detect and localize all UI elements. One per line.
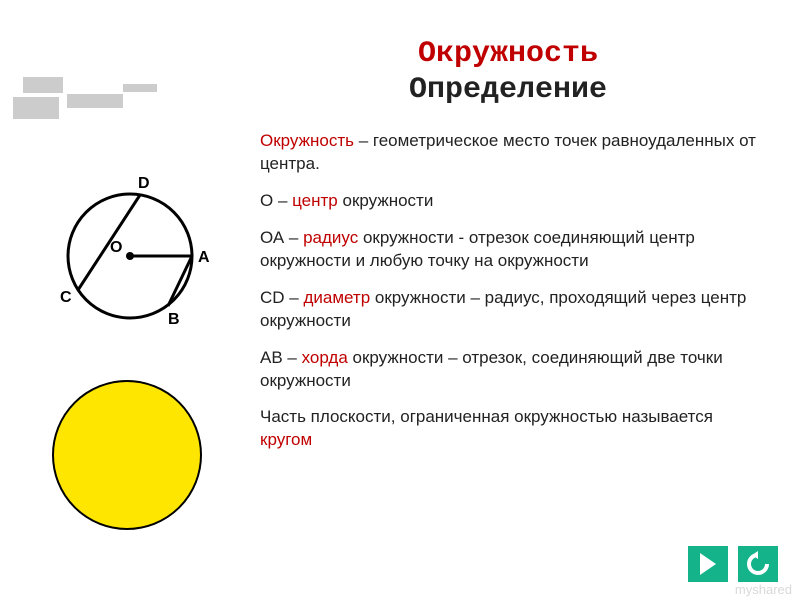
filled-circle [52, 380, 202, 530]
hi-term: диаметр [303, 288, 370, 307]
para-radius: ОА – радиус окружности - отрезок соединя… [260, 227, 760, 273]
title-line-2: Определение [278, 72, 738, 108]
segment-AB [168, 256, 192, 306]
label-A: A [198, 249, 210, 266]
center-dot [126, 252, 134, 260]
hi-term: центр [292, 191, 338, 210]
nav-buttons [688, 546, 778, 582]
para-pre: ОА – [260, 228, 303, 247]
para-definition: Окружность – геометрическое место точек … [260, 130, 760, 176]
label-O: O [110, 239, 122, 256]
circle-diagram: O A B C D [40, 162, 220, 332]
para-chord: АВ – хорда окружности – отрезок, соединя… [260, 347, 760, 393]
para-center: О – центр окружности [260, 190, 760, 213]
label-B: B [168, 311, 180, 328]
definition-text: Окружность – геометрическое место точек … [260, 130, 760, 466]
decor-box [23, 77, 63, 93]
para-pre: О – [260, 191, 292, 210]
decor-box [67, 94, 123, 108]
page-title: Окружность Определение [278, 36, 738, 108]
para-disk: Часть плоскости, ограниченная окружность… [260, 406, 760, 452]
reload-icon [745, 551, 771, 577]
title-line-1: Окружность [278, 36, 738, 72]
hi-term: радиус [303, 228, 358, 247]
label-D: D [138, 175, 150, 192]
reload-button[interactable] [738, 546, 778, 582]
label-C: C [60, 289, 72, 306]
para-diameter: СD – диаметр окружности – радиус, проход… [260, 287, 760, 333]
decor-box [123, 84, 157, 92]
para-pre: АВ – [260, 348, 302, 367]
para-text: окружности [338, 191, 434, 210]
decor-box [13, 97, 59, 119]
para-pre: Часть плоскости, ограниченная окружность… [260, 407, 713, 426]
arrow-right-icon [700, 553, 716, 575]
hi-term: кругом [260, 430, 312, 449]
hi-term: Окружность [260, 131, 354, 150]
circle-diagram-svg: O A B C D [40, 162, 220, 332]
watermark: myshared [735, 582, 792, 597]
para-pre: СD – [260, 288, 303, 307]
filled-circle-figure [52, 380, 212, 540]
hi-term: хорда [302, 348, 348, 367]
next-button[interactable] [688, 546, 728, 582]
